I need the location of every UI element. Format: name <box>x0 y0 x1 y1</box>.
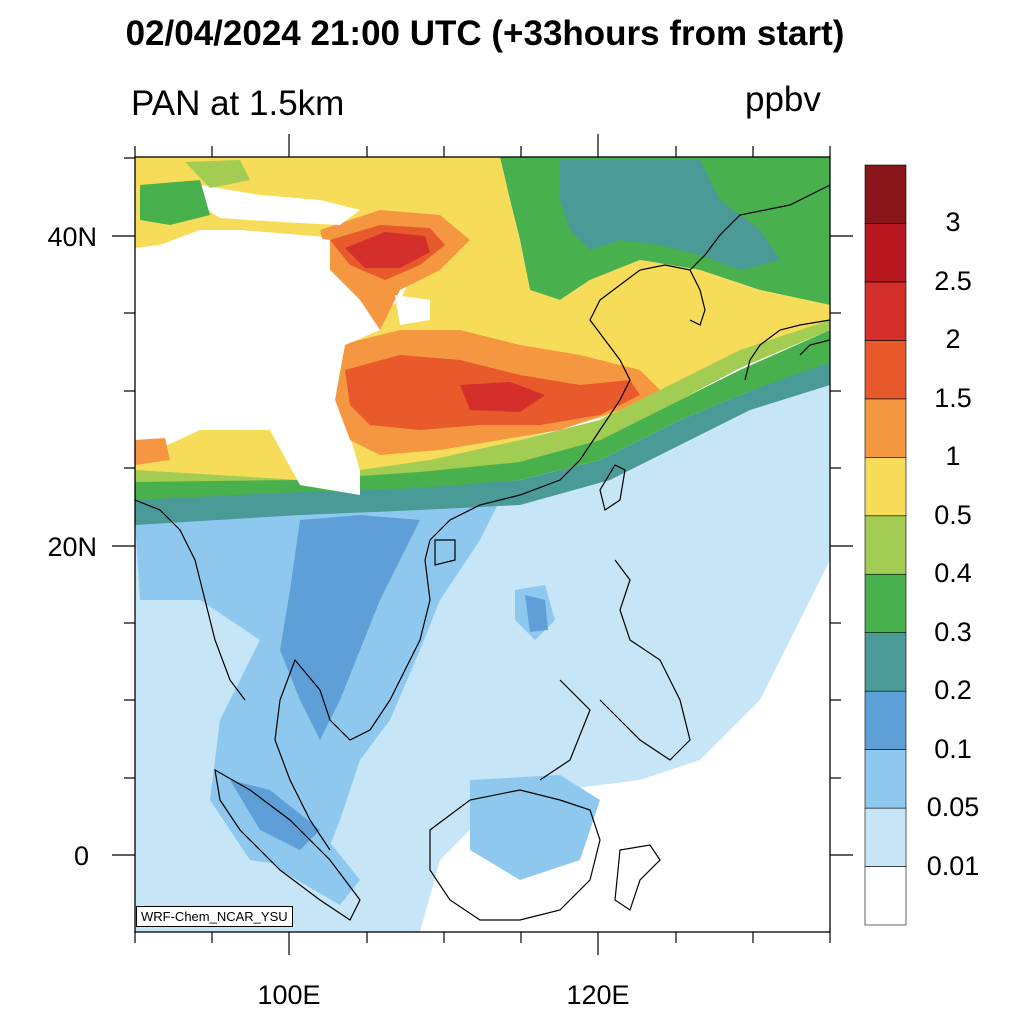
colorbar-label-10: 2.5 <box>934 265 972 296</box>
lon-label-120e: 120E <box>566 980 630 1010</box>
colorbar-label-5: 0.4 <box>934 558 972 589</box>
colorbar-box-0 <box>864 866 907 926</box>
coast-philippines <box>539 559 691 781</box>
field-03-band-coast <box>135 330 830 500</box>
field-nw-green <box>140 180 210 225</box>
colorbar-label-7: 1 <box>945 441 961 472</box>
variable-label: PAN at 1.5km <box>131 84 345 123</box>
colorbar-label-1: 0.05 <box>926 792 980 823</box>
coast-china <box>424 184 830 561</box>
field-nw-green-2 <box>185 160 250 188</box>
field-005-band-borneo <box>470 775 600 880</box>
map-frame <box>134 156 831 933</box>
field-02-band-north <box>560 160 780 270</box>
units-label: ppbv <box>745 80 821 119</box>
colorbar-box-5 <box>864 573 907 633</box>
coast-sumatra <box>214 768 361 921</box>
colorbar <box>864 164 907 926</box>
lon-label-100e: 100E <box>257 980 321 1010</box>
field-02-band-coast <box>135 360 830 525</box>
field-2-band-south <box>460 382 545 412</box>
lat-label-0: 0 <box>73 841 89 871</box>
colorbar-label-2: 0.1 <box>934 733 972 764</box>
colorbar-box-9 <box>864 340 907 400</box>
field-01-band-3 <box>525 595 548 632</box>
colorbar-box-11 <box>864 223 907 283</box>
field-1-band-west <box>135 438 170 465</box>
lat-label-20n: 20N <box>47 532 97 562</box>
colorbar-box-2 <box>864 749 907 809</box>
field-05-band <box>135 157 830 490</box>
colorbar-label-6: 0.5 <box>934 499 972 530</box>
field-gap-north-3 <box>395 295 430 325</box>
colorbar-box-4 <box>864 632 907 692</box>
field-01-band-2 <box>230 780 320 850</box>
field-04-band <box>135 305 830 482</box>
coast-japan <box>744 319 830 381</box>
main-title: 02/04/2024 21:00 UTC (+33hours from star… <box>125 14 845 53</box>
coast-sulawesi <box>614 844 661 911</box>
coast-taiwan <box>599 464 626 511</box>
map-ticks <box>112 134 853 955</box>
concentration-field <box>135 157 830 932</box>
coastlines <box>135 184 830 921</box>
coast-indochina <box>274 559 431 851</box>
coast-borneo <box>429 789 601 921</box>
colorbar-label-8: 1.5 <box>934 382 972 413</box>
colorbar-box-10 <box>864 281 907 341</box>
field-2-band <box>345 232 430 268</box>
colorbar-label-3: 0.2 <box>934 675 972 706</box>
model-credit: WRF-Chem_NCAR_YSU <box>136 906 293 927</box>
colorbar-label-9: 2 <box>945 324 961 355</box>
colorbar-box-7 <box>864 457 907 517</box>
field-gap-north <box>135 230 380 495</box>
colorbar-box-6 <box>864 515 907 575</box>
colorbar-box-12 <box>864 164 907 224</box>
lat-label-40n: 40N <box>47 222 97 252</box>
colorbar-label-4: 0.3 <box>934 616 972 647</box>
field-gap-north-2 <box>200 185 360 225</box>
colorbar-box-1 <box>864 807 907 867</box>
colorbar-label-11: 3 <box>945 207 961 238</box>
coast-korea <box>689 269 706 326</box>
coast-myanmar <box>135 499 246 701</box>
colorbar-label-0: 0.01 <box>926 850 980 881</box>
colorbar-box-3 <box>864 690 907 750</box>
coast-hainan <box>434 539 456 566</box>
colorbar-box-8 <box>864 398 907 458</box>
